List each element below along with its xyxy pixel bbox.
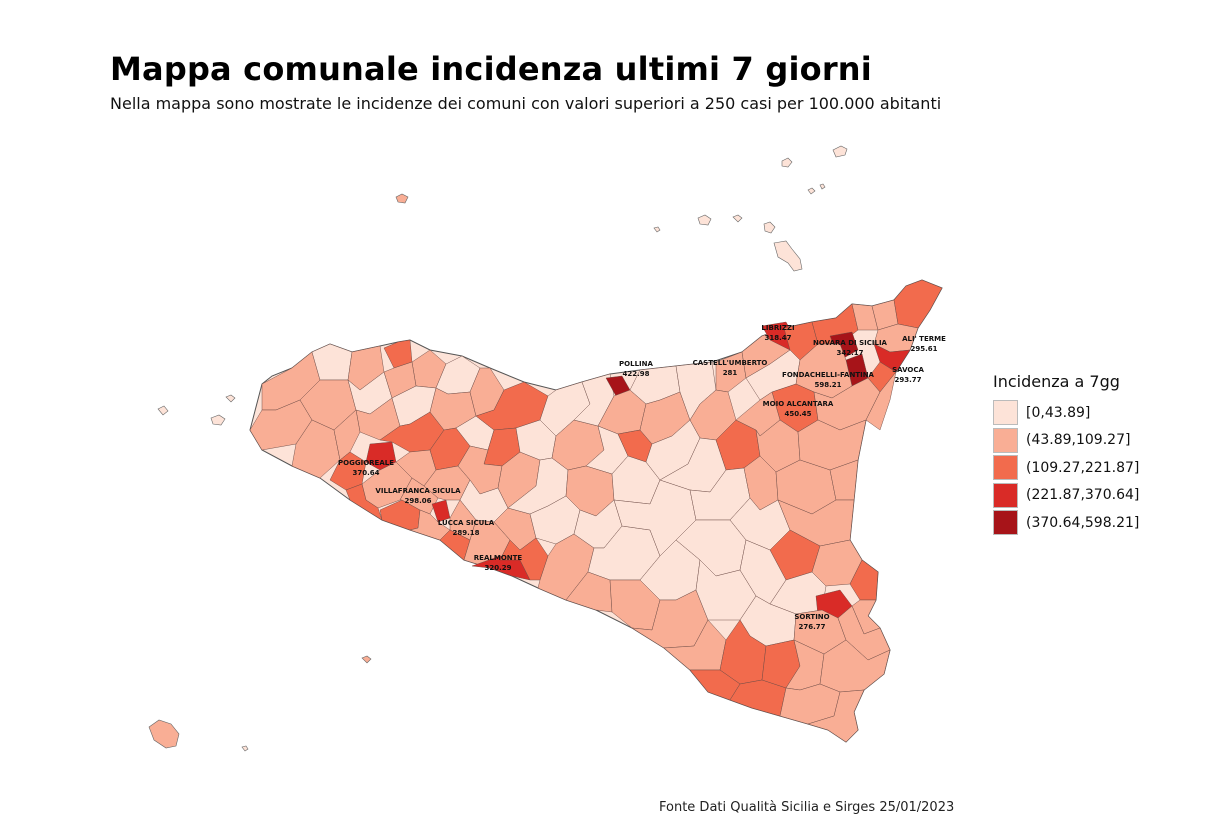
label-pollina: POLLINA bbox=[619, 360, 653, 368]
legend-swatch bbox=[993, 455, 1018, 481]
legend-item: (370.64,598.21] bbox=[993, 509, 1139, 537]
label-poggioreale: POGGIOREALE bbox=[338, 459, 394, 467]
label-castellumberto: CASTELL'UMBERTO bbox=[693, 359, 768, 367]
legend-swatch bbox=[993, 510, 1018, 536]
value-villafranca-sicula: 298.06 bbox=[404, 497, 431, 505]
value-savoca: 293.77 bbox=[894, 376, 921, 384]
page-title: Mappa comunale incidenza ultimi 7 giorni bbox=[110, 50, 872, 88]
legend-label: (370.64,598.21] bbox=[1026, 514, 1140, 531]
label-savoca: SAVOCA bbox=[892, 366, 924, 374]
label-librizzi: LIBRIZZI bbox=[761, 324, 794, 332]
value-sortino: 276.77 bbox=[798, 623, 825, 631]
value-novara-di-sicilia: 342.17 bbox=[836, 349, 863, 357]
value-librizzi: 318.47 bbox=[764, 334, 791, 342]
legend-label: (221.87,370.64] bbox=[1026, 487, 1140, 504]
value-castellumberto: 281 bbox=[723, 369, 738, 377]
minor-islands bbox=[148, 145, 848, 752]
value-fondachelli-fantina: 598.21 bbox=[814, 381, 841, 389]
legend-title: Incidenza a 7gg bbox=[993, 372, 1120, 391]
value-realmonte: 320.29 bbox=[484, 564, 511, 572]
value-ali-terme: 295.61 bbox=[910, 345, 937, 353]
legend-label: [0,43.89] bbox=[1026, 404, 1091, 421]
legend-item: (221.87,370.64] bbox=[993, 482, 1139, 510]
label-novara-di-sicilia: NOVARA DI SICILIA bbox=[813, 339, 888, 347]
legend-item: (109.27,221.87] bbox=[993, 454, 1139, 482]
legend-label: (109.27,221.87] bbox=[1026, 459, 1140, 476]
legend-item: [0,43.89] bbox=[993, 399, 1139, 427]
value-poggioreale: 370.64 bbox=[352, 469, 379, 477]
municipality-regions bbox=[249, 279, 943, 743]
label-villafranca-sicula: VILLAFRANCA SICULA bbox=[375, 487, 461, 495]
legend-item: (43.89,109.27] bbox=[993, 427, 1139, 455]
legend-swatch bbox=[993, 482, 1018, 508]
page-subtitle: Nella mappa sono mostrate le incidenze d… bbox=[110, 94, 942, 113]
data-source-note: Fonte Dati Qualità Sicilia e Sirges 25/0… bbox=[659, 800, 955, 815]
label-moio-alcantara: MOIO ALCANTARA bbox=[763, 400, 834, 408]
legend-label: (43.89,109.27] bbox=[1026, 432, 1131, 449]
value-lucca-sicula: 289.18 bbox=[452, 529, 479, 537]
label-realmonte: REALMONTE bbox=[474, 554, 523, 562]
legend: Incidenza a 7gg [0,43.89] (43.89,109.27]… bbox=[993, 372, 1139, 537]
legend-swatch bbox=[993, 400, 1018, 426]
value-moio-alcantara: 450.45 bbox=[784, 410, 811, 418]
municipality-labels: POLLINA 422.98 CASTELL'UMBERTO 281 LIBRI… bbox=[338, 324, 946, 631]
label-sortino: SORTINO bbox=[794, 613, 829, 621]
label-ali-terme: ALI' TERME bbox=[902, 335, 946, 343]
legend-swatch bbox=[993, 427, 1018, 453]
label-fondachelli-fantina: FONDACHELLI-FANTINA bbox=[782, 371, 875, 379]
label-lucca-sicula: LUCCA SICULA bbox=[438, 519, 495, 527]
value-pollina: 422.98 bbox=[622, 370, 649, 378]
